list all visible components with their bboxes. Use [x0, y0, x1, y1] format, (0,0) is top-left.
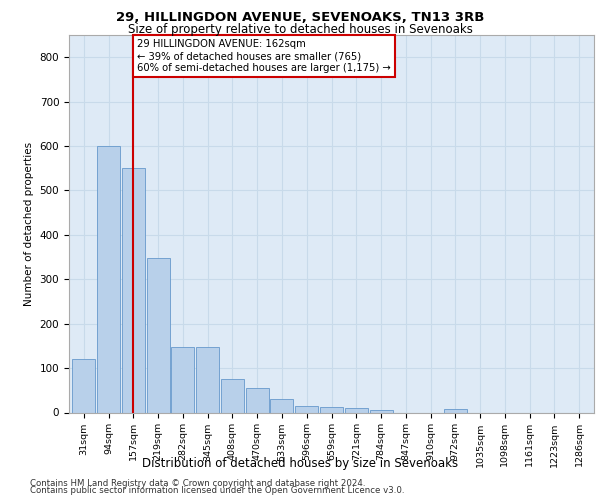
Bar	[444, 409, 467, 412]
Text: 29 HILLINGDON AVENUE: 162sqm
← 39% of detached houses are smaller (765)
60% of s: 29 HILLINGDON AVENUE: 162sqm ← 39% of de…	[137, 40, 391, 72]
Bar	[172, 347, 194, 412]
Text: 29, HILLINGDON AVENUE, SEVENOAKS, TN13 3RB: 29, HILLINGDON AVENUE, SEVENOAKS, TN13 3…	[116, 11, 484, 24]
Bar	[196, 347, 219, 412]
Text: Size of property relative to detached houses in Sevenoaks: Size of property relative to detached ho…	[128, 22, 472, 36]
Text: Contains HM Land Registry data © Crown copyright and database right 2024.: Contains HM Land Registry data © Crown c…	[30, 478, 365, 488]
Bar	[146, 258, 170, 412]
Bar	[97, 146, 120, 412]
Text: Contains public sector information licensed under the Open Government Licence v3: Contains public sector information licen…	[30, 486, 404, 495]
Text: Distribution of detached houses by size in Sevenoaks: Distribution of detached houses by size …	[142, 457, 458, 470]
Bar	[245, 388, 269, 412]
Bar	[122, 168, 145, 412]
Bar	[345, 408, 368, 412]
Y-axis label: Number of detached properties: Number of detached properties	[24, 142, 34, 306]
Bar	[73, 359, 95, 412]
Bar	[271, 399, 293, 412]
Bar	[221, 379, 244, 412]
Bar	[295, 406, 318, 412]
Bar	[370, 410, 392, 412]
Bar	[320, 407, 343, 412]
